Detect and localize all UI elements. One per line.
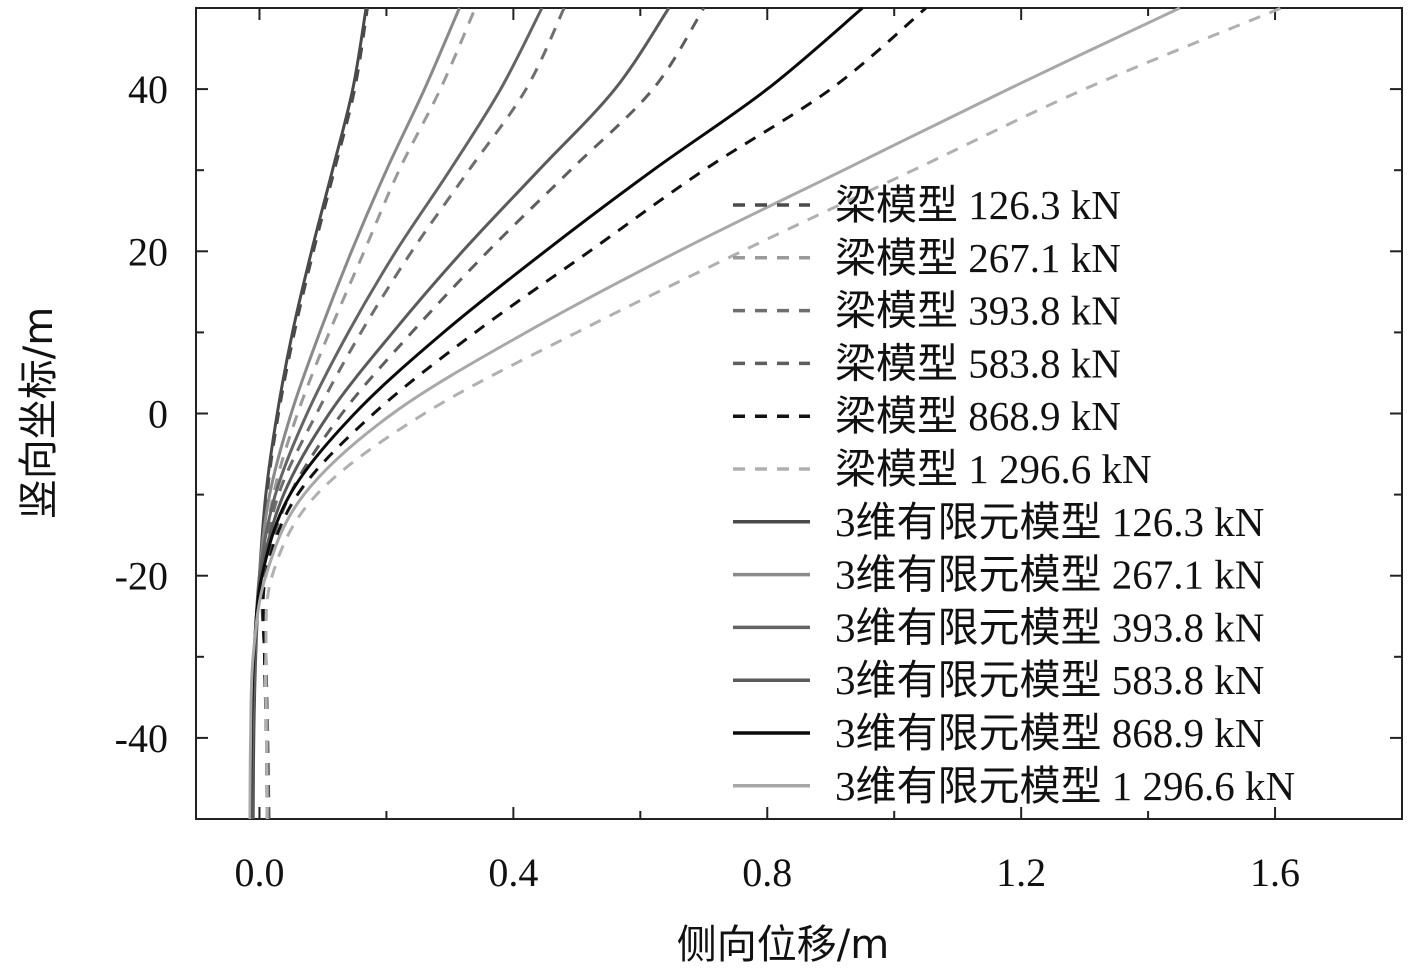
series-line-10: [249, 7, 671, 820]
legend-label: 梁模型 126.3 kN: [835, 182, 1121, 228]
tick-labels: 0.0 0.4 0.8 1.2 1.6 -40 -20 0 20 40: [115, 67, 1300, 895]
legend-label: 3维有限元模型 583.8 kN: [835, 657, 1264, 703]
x-tick-label: 0.4: [488, 850, 538, 895]
legend-label: 3维有限元模型 1 296.6 kN: [835, 763, 1295, 809]
series-line-2: [260, 7, 477, 820]
series-line-6: [263, 6, 1282, 820]
y-tick-label: -40: [115, 716, 168, 761]
y-tick-label: 20: [128, 229, 168, 274]
x-tick-label: 0.0: [234, 850, 284, 895]
y-tick-label: 40: [128, 67, 168, 112]
x-tick-label: 0.8: [742, 850, 792, 895]
series-lines: [248, 6, 1282, 820]
series-line-7: [251, 7, 368, 820]
legend-label: 3维有限元模型 126.3 kN: [835, 499, 1264, 545]
axis-ticks: [196, 7, 1403, 820]
x-axis-label: 侧向位移/m: [677, 922, 889, 968]
legend-label: 3维有限元模型 267.1 kN: [835, 552, 1264, 598]
legend-label: 梁模型 1 296.6 kN: [835, 446, 1152, 492]
legend-label: 3维有限元模型 393.8 kN: [835, 604, 1264, 650]
x-tick-label: 1.6: [1250, 850, 1300, 895]
legend-label: 梁模型 267.1 kN: [835, 235, 1121, 281]
legend-label: 梁模型 583.8 kN: [835, 340, 1121, 386]
y-tick-label: -20: [115, 554, 168, 599]
x-tick-label: 1.2: [996, 850, 1046, 895]
legend-label: 梁模型 393.8 kN: [835, 288, 1121, 334]
legend-label: 梁模型 868.9 kN: [835, 393, 1121, 439]
y-axis-label: 竖向坐标/m: [16, 307, 62, 519]
series-line-5: [261, 6, 927, 820]
legend: 梁模型 126.3 kN 梁模型 267.1 kN 梁模型 393.8 kN 梁模型 …: [733, 182, 1295, 809]
y-tick-label: 0: [148, 392, 168, 437]
legend-label: 3维有限元模型 868.9 kN: [835, 710, 1264, 756]
series-line-12: [248, 6, 1181, 820]
